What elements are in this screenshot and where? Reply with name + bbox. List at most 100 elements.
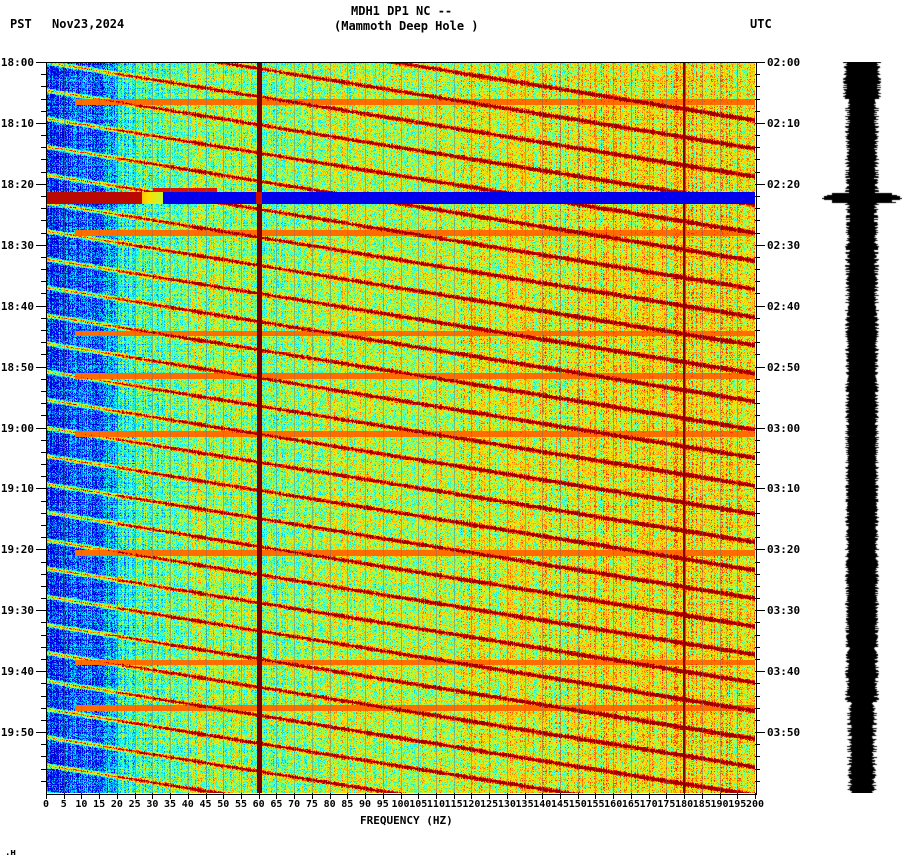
minor-time-tick — [41, 293, 46, 295]
pst-time-label: 19:40 — [0, 665, 34, 679]
major-time-tick — [36, 183, 46, 185]
frequency-tick — [630, 793, 632, 799]
minor-time-tick — [41, 683, 46, 685]
frequency-tick — [382, 793, 384, 799]
frequency-label: 170 — [639, 799, 658, 810]
frequency-tick — [81, 793, 83, 799]
minor-time-tick — [41, 658, 46, 660]
major-time-tick — [36, 671, 46, 673]
frequency-label: 200 — [745, 799, 765, 810]
major-time-tick — [755, 488, 765, 490]
minor-time-tick — [41, 208, 46, 210]
minor-time-tick — [41, 695, 46, 697]
frequency-label: 35 — [164, 799, 177, 810]
minor-time-tick — [41, 330, 46, 332]
major-time-tick — [36, 122, 46, 124]
minor-time-tick — [41, 707, 46, 709]
spectrogram-canvas[interactable] — [46, 62, 755, 793]
frequency-tick — [542, 793, 544, 799]
major-time-tick — [36, 610, 46, 612]
frequency-tick — [365, 793, 367, 799]
minor-time-tick — [755, 147, 760, 149]
major-time-tick — [755, 366, 765, 368]
frequency-label: 65 — [270, 799, 283, 810]
frequency-tick — [46, 793, 47, 799]
frequency-label: 135 — [515, 799, 534, 810]
frequency-label: 130 — [497, 799, 516, 810]
minor-time-tick — [755, 622, 760, 624]
spectrogram-plot[interactable] — [46, 62, 755, 793]
header-timezone-right: UTC — [750, 17, 772, 31]
frequency-tick — [205, 793, 207, 799]
frequency-label: 90 — [359, 799, 372, 810]
minor-time-tick — [41, 524, 46, 526]
minor-time-tick — [755, 598, 760, 600]
frequency-label: 165 — [621, 799, 640, 810]
frequency-tick — [294, 793, 296, 799]
pst-time-label: 18:50 — [0, 360, 34, 374]
frequency-label: 55 — [234, 799, 247, 810]
frequency-tick — [595, 793, 597, 799]
pst-time-label: 19:50 — [0, 726, 34, 740]
minor-time-tick — [755, 683, 760, 685]
minor-time-tick — [41, 403, 46, 405]
frequency-label: 30 — [146, 799, 159, 810]
frequency-tick — [471, 793, 473, 799]
minor-time-tick — [755, 537, 760, 539]
minor-time-tick — [41, 622, 46, 624]
major-time-tick — [36, 244, 46, 246]
minor-time-tick — [41, 281, 46, 283]
minor-time-tick — [755, 451, 760, 453]
minor-time-tick — [41, 634, 46, 636]
minor-time-tick — [41, 196, 46, 198]
frequency-tick — [134, 793, 136, 799]
major-time-tick — [755, 305, 765, 307]
frequency-label: 80 — [323, 799, 336, 810]
corner-artifact-mark: .ʜ — [5, 848, 16, 858]
minor-time-tick — [755, 317, 760, 319]
utc-time-label: 02:50 — [767, 360, 801, 374]
utc-time-label: 02:40 — [767, 299, 801, 313]
frequency-tick — [116, 793, 118, 799]
minor-time-tick — [755, 500, 760, 502]
frequency-label: 45 — [199, 799, 212, 810]
frequency-tick — [648, 793, 650, 799]
minor-time-tick — [41, 415, 46, 417]
minor-time-tick — [755, 695, 760, 697]
minor-time-tick — [755, 476, 760, 478]
minor-time-tick — [41, 232, 46, 234]
frequency-label: 120 — [462, 799, 481, 810]
minor-time-tick — [755, 512, 760, 514]
utc-time-label: 02:20 — [767, 177, 801, 191]
pst-time-label: 19:00 — [0, 421, 34, 435]
frequency-label: 25 — [128, 799, 141, 810]
minor-time-tick — [41, 390, 46, 392]
pst-time-label: 19:30 — [0, 604, 34, 618]
frequency-label: 195 — [728, 799, 747, 810]
utc-time-label: 03:10 — [767, 482, 801, 496]
major-time-tick — [755, 427, 765, 429]
major-time-tick — [36, 488, 46, 490]
frequency-tick — [435, 793, 437, 799]
frequency-tick — [524, 793, 526, 799]
minor-time-tick — [41, 159, 46, 161]
frequency-tick — [400, 793, 402, 799]
frequency-tick — [613, 793, 615, 799]
frequency-tick — [701, 793, 703, 799]
frequency-label: 105 — [409, 799, 428, 810]
frequency-tick — [684, 793, 686, 799]
frequency-label: 10 — [75, 799, 88, 810]
frequency-label: 115 — [444, 799, 463, 810]
utc-time-label: 02:00 — [767, 56, 801, 69]
major-time-tick — [36, 366, 46, 368]
major-time-tick — [755, 62, 765, 63]
major-time-tick — [36, 427, 46, 429]
utc-time-label: 03:30 — [767, 604, 801, 618]
minor-time-tick — [755, 281, 760, 283]
seismogram-trace-panel — [822, 62, 902, 793]
minor-time-tick — [41, 585, 46, 587]
minor-time-tick — [755, 524, 760, 526]
minor-time-tick — [41, 220, 46, 222]
pst-time-label: 18:00 — [0, 56, 34, 69]
frequency-label: 60 — [252, 799, 265, 810]
